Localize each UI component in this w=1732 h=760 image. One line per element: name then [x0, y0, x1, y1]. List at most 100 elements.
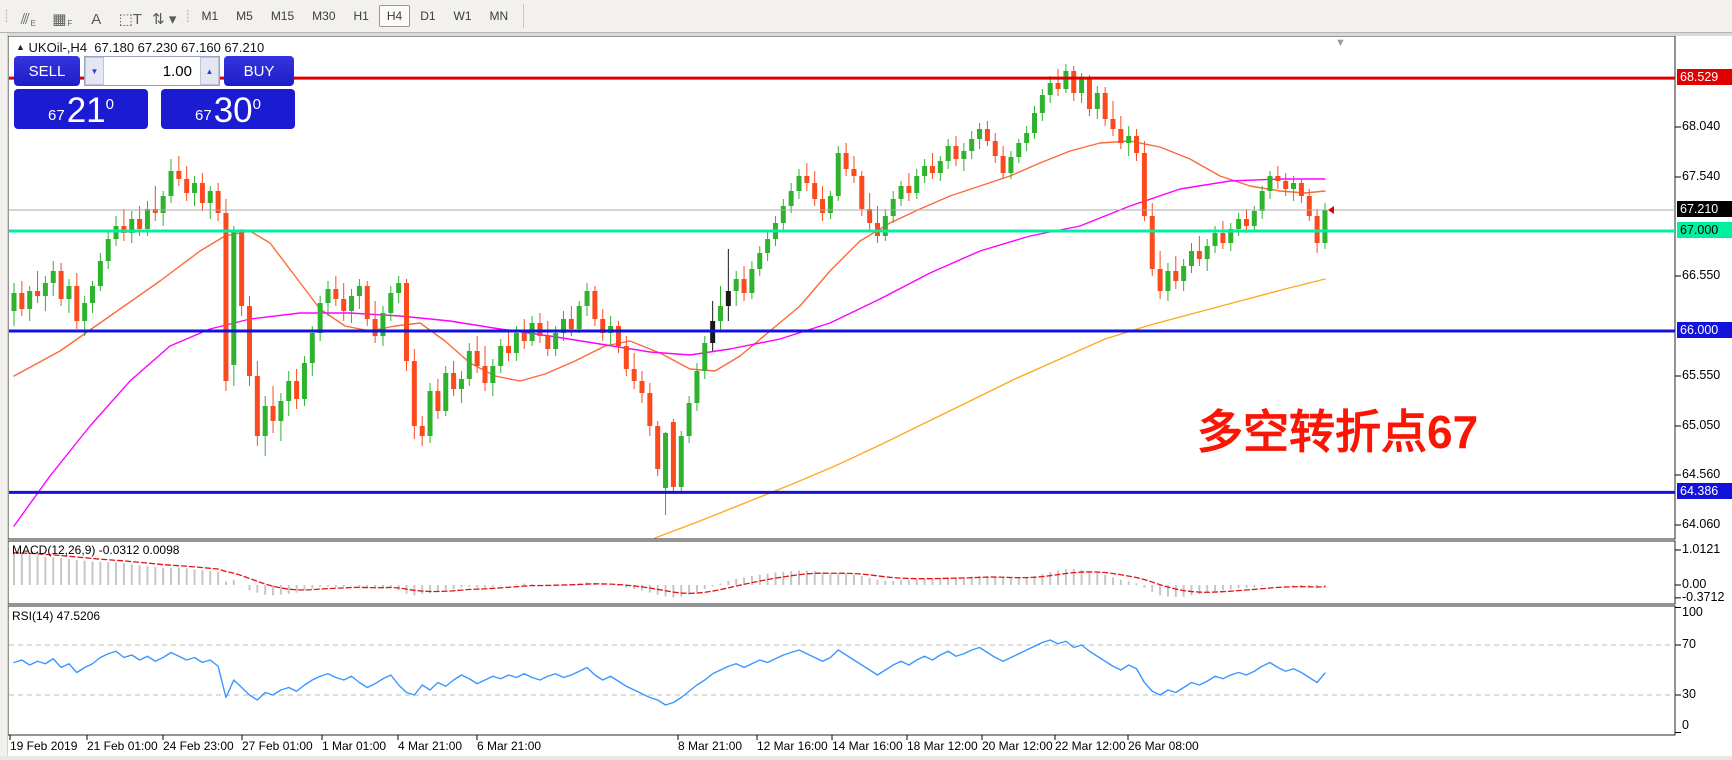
candle-body — [176, 171, 182, 179]
candle-body — [50, 271, 56, 283]
candle-body — [655, 426, 661, 469]
candle-body — [1173, 271, 1179, 281]
time-tick-label: 21 Feb 01:00 — [87, 739, 158, 753]
candle-body — [1008, 157, 1014, 173]
candle-body — [152, 209, 158, 213]
volume-input[interactable]: 1.00 — [162, 62, 192, 80]
time-tick-label: 4 Mar 21:00 — [398, 739, 463, 753]
time-tick-label: 27 Feb 01:00 — [242, 739, 313, 753]
macd-tick-label: -0.3712 — [1682, 589, 1725, 604]
cycle-arrows-icon[interactable]: ⇅ ▾ — [152, 10, 177, 28]
toolbar-drag-handle[interactable]: ┊ — [3, 9, 10, 23]
candle-body — [1322, 210, 1328, 243]
candle-body — [254, 376, 260, 436]
candle-body — [1181, 266, 1187, 281]
buy-price-display[interactable]: 67 30 0 — [161, 89, 295, 129]
candle-body — [1126, 136, 1132, 143]
volume-up-button[interactable]: ▲ — [200, 57, 219, 85]
candle-body — [309, 333, 315, 363]
line-styles-icon[interactable]: ⫻ E — [20, 10, 36, 28]
sell-button[interactable]: SELL — [14, 56, 80, 86]
text-label-icon[interactable]: A — [91, 10, 102, 28]
collapse-arrow-icon[interactable]: ▲ — [16, 42, 25, 52]
candle-body — [686, 403, 692, 436]
candle-body — [1016, 143, 1022, 157]
candle-body — [513, 333, 519, 353]
timeframe-button-m5[interactable]: M5 — [236, 9, 253, 23]
price-tick-label: 65.550 — [1682, 368, 1721, 382]
indicator-grid-icon[interactable]: ▦ F — [52, 10, 73, 28]
candle-body — [419, 426, 425, 436]
buy-button[interactable]: BUY — [224, 56, 294, 86]
candle-body — [545, 336, 551, 349]
candle-body — [286, 381, 292, 401]
candle-body — [1047, 83, 1053, 95]
candle-body — [702, 343, 708, 371]
left-edge-strip — [0, 33, 8, 760]
candle-body — [498, 346, 504, 366]
timeframe-button-h4[interactable]: H4 — [378, 5, 411, 27]
candle-body — [396, 283, 402, 293]
rsi-pane[interactable] — [7, 605, 1676, 736]
candle-body — [466, 351, 472, 379]
rsi-tick-label: 30 — [1682, 687, 1696, 701]
price-tick-label: 65.050 — [1682, 418, 1721, 432]
candle-body — [223, 213, 229, 381]
candle-body — [411, 361, 417, 426]
candle-body — [1118, 129, 1124, 143]
timeframe-button-w1[interactable]: W1 — [453, 9, 472, 23]
candle-body — [90, 286, 95, 303]
candle-body — [725, 291, 731, 306]
candle-body — [898, 186, 904, 199]
candle-body — [1110, 119, 1116, 129]
candle-body — [1000, 156, 1006, 173]
candle-body — [192, 183, 198, 193]
candle-body — [1024, 133, 1030, 143]
candle-body — [867, 209, 873, 223]
candle-body — [765, 239, 771, 253]
timeframe-button-m15[interactable]: M15 — [270, 9, 295, 23]
candle-body — [961, 151, 967, 159]
volume-down-button[interactable]: ▼ — [85, 57, 104, 85]
timeframe-button-m30[interactable]: M30 — [312, 9, 336, 23]
time-tick-label: 8 Mar 21:00 — [678, 739, 743, 753]
candle-body — [443, 373, 449, 411]
candle-body — [1259, 191, 1265, 211]
timeframe-button-mn[interactable]: MN — [489, 9, 509, 23]
chart-shift-marker[interactable]: ▼ — [1335, 37, 1346, 49]
candle-body — [1157, 269, 1163, 291]
candle-body — [184, 179, 190, 193]
candle-body — [1283, 181, 1289, 189]
candle-body — [914, 176, 920, 193]
candle-body — [969, 139, 975, 151]
toolbar-drag-handle-2[interactable]: ┊ — [184, 9, 191, 23]
price-badge-67.000: 67.000 — [1677, 222, 1732, 238]
candle-body — [576, 306, 582, 329]
timeframe-button-d1[interactable]: D1 — [420, 9, 436, 23]
candle-body — [600, 319, 606, 333]
candle-body — [1291, 183, 1297, 189]
candle-body — [333, 289, 339, 299]
timeframe-button-h1[interactable]: H1 — [353, 9, 369, 23]
candle-body — [953, 146, 959, 159]
candle-body — [631, 369, 637, 381]
candle-body — [349, 296, 355, 311]
candle-body — [1079, 79, 1085, 93]
candle-body — [129, 219, 135, 233]
candle-body — [1220, 233, 1226, 243]
rsi-tick-label: 100 — [1682, 605, 1703, 619]
candle-body — [1102, 93, 1108, 119]
candle-body — [694, 371, 700, 403]
candle-body — [42, 283, 48, 296]
macd-pane[interactable] — [7, 540, 1676, 605]
time-tick-label: 26 Mar 08:00 — [1128, 739, 1199, 753]
timeframe-button-m1[interactable]: M1 — [201, 9, 219, 23]
text-box-icon[interactable]: ⬚T — [118, 10, 142, 28]
one-click-trading-panel: SELL ▼ 1.00 ▲ BUY 67 21 0 67 30 0 — [14, 56, 306, 129]
time-tick-label: 18 Mar 12:00 — [907, 739, 978, 753]
sell-price-display[interactable]: 67 21 0 — [14, 89, 148, 129]
macd-signal-line — [13, 552, 1326, 595]
candle-body — [341, 299, 347, 311]
candle-body — [922, 166, 928, 176]
